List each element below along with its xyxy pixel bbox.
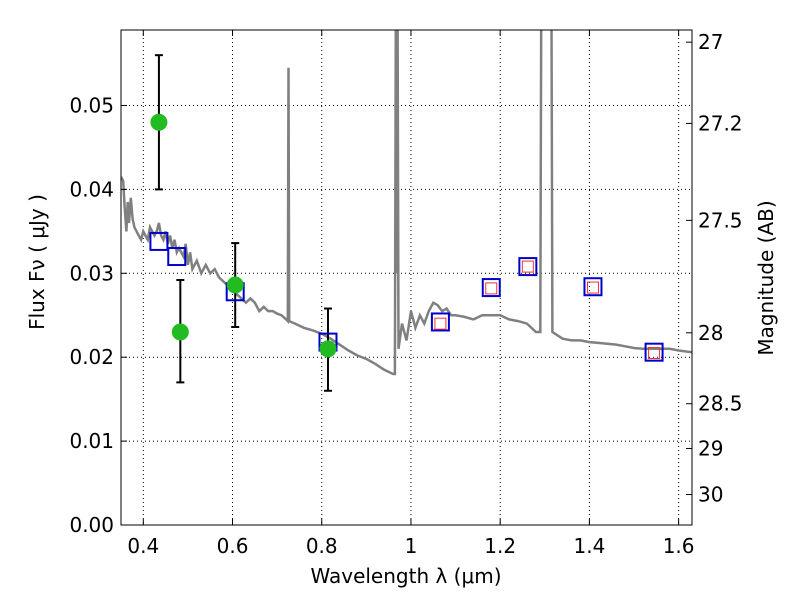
x-tick-label: 1.2 [484,534,516,558]
mag-tick-label: 29 [698,436,723,460]
mag-tick-label: 27 [698,30,723,54]
mag-tick-label: 28 [698,321,723,345]
x-tick-label: 0.8 [306,534,338,558]
y-tick-label: 0.02 [69,345,114,369]
observed-point [319,340,337,358]
model-photometry-ir-square [485,282,498,295]
mag-tick-label: 28.5 [698,392,743,416]
observed-point [226,276,244,294]
right-axis-label: Magnitude (AB) [754,200,778,355]
model-photometry-ir-square [434,317,447,330]
observed-point [150,113,168,131]
spectrum-line [121,30,692,376]
model-photometry-square [644,342,664,362]
x-tick-label: 1 [405,534,418,558]
mag-tick-label: 30 [698,483,723,507]
plot-frame [120,29,693,526]
model-photometry-ir-square [586,281,599,294]
x-tick-label: 1.4 [573,534,605,558]
mag-tick-label: 27.5 [698,208,743,232]
y-tick-label: 0.00 [69,513,114,537]
model-photometry-square [583,277,603,297]
x-axis-label: Wavelength λ (μm) [310,564,501,588]
model-photometry-ir-square [521,260,534,273]
x-tick-label: 0.4 [127,534,159,558]
mag-tick-label: 27.2 [698,111,743,135]
observed-point [171,323,189,341]
model-photometry-square [167,247,187,267]
model-photometry-square [430,312,450,332]
model-photometry-square [481,278,501,298]
x-tick-label: 1.6 [663,534,695,558]
plot-area [121,30,692,392]
x-tick-label: 0.6 [217,534,249,558]
model-photometry-ir-square [648,347,661,360]
markers [149,113,664,362]
y-tick-label: 0.01 [69,429,114,453]
model-photometry-square [518,257,538,277]
y-axis-label: Flux Fν ( μJy ) [25,194,49,330]
ticks: 0.4 0.6 0.8 1 1.2 1.4 1.6 0.00 0.01 0.02 0.03 0.04 0… [69,30,743,558]
y-tick-label: 0.04 [69,177,114,201]
y-tick-label: 0.05 [69,94,114,118]
y-tick-label: 0.03 [69,261,114,285]
model-photometry-square [149,231,169,251]
grid [121,30,692,526]
